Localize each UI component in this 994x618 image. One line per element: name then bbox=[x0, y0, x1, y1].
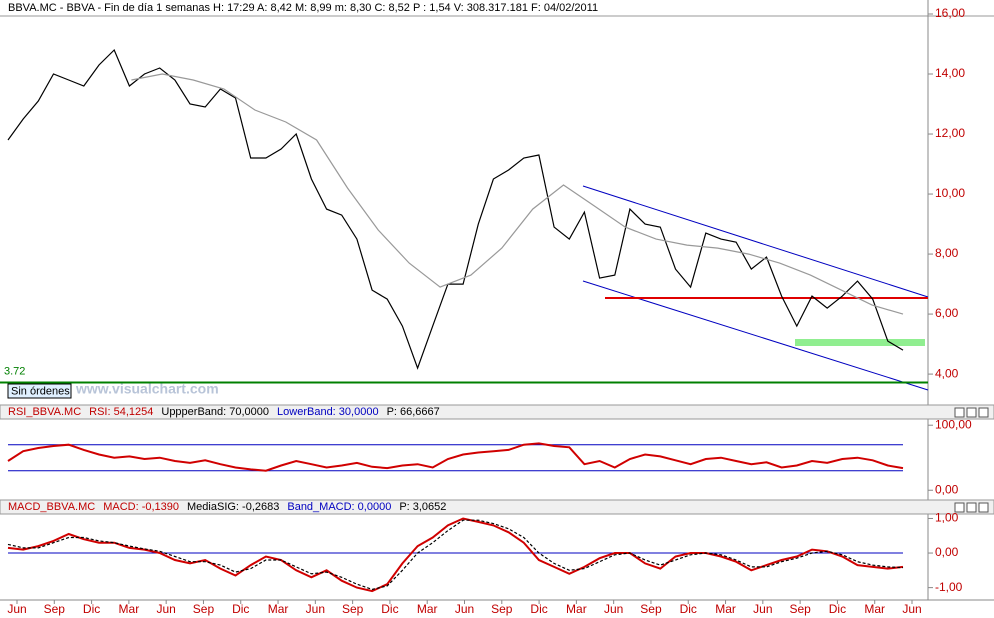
panel-header: RSI_BBVA.MC RSI: 54,1254 UppperBand: 70,00… bbox=[8, 406, 440, 418]
header-item: Band_MACD: 0,0000 bbox=[287, 501, 391, 513]
minimize-button[interactable] bbox=[954, 407, 965, 418]
panel-buttons bbox=[954, 407, 989, 513]
series-line bbox=[7, 442, 904, 472]
x-tick-label: Jun bbox=[604, 602, 623, 616]
x-tick-label: Mar bbox=[715, 602, 736, 616]
header-item: MACD: -0,1390 bbox=[103, 501, 179, 513]
chart-header: BBVA.MC - BBVA - Fin de día 1 semanas H:… bbox=[8, 2, 598, 14]
macd-header-bar bbox=[0, 499, 994, 515]
header-item: P: 3,0652 bbox=[399, 501, 446, 513]
x-tick-label: Dic bbox=[829, 602, 846, 616]
close-button[interactable] bbox=[978, 407, 989, 418]
x-tick-label: Jun bbox=[753, 602, 772, 616]
panel-header: MACD_BBVA.MC MACD: -0,1390 MediaSIG: -0,26… bbox=[8, 501, 446, 513]
minimize-button[interactable] bbox=[954, 502, 965, 513]
y-tick-label: 10,00 bbox=[935, 186, 965, 200]
channel-lower bbox=[582, 280, 929, 391]
y-tick-label: 14,00 bbox=[935, 66, 965, 80]
series-line bbox=[7, 517, 904, 593]
x-tick-label: Mar bbox=[566, 602, 587, 616]
x-tick-label: Jun bbox=[156, 602, 175, 616]
channel-upper bbox=[582, 185, 929, 298]
series-line bbox=[7, 519, 904, 591]
series-line bbox=[7, 48, 904, 370]
support-label: 3.72 bbox=[4, 365, 25, 377]
y-tick-label: -1,00 bbox=[935, 580, 963, 594]
maximize-button[interactable] bbox=[966, 502, 977, 513]
y-tick-label: 16,00 bbox=[935, 6, 965, 20]
x-tick-label: Dic bbox=[680, 602, 697, 616]
orders-button-label[interactable]: Sin órdenes bbox=[11, 385, 70, 397]
x-tick-label: Sep bbox=[491, 602, 513, 616]
header-item: RSI_BBVA.MC bbox=[8, 406, 81, 418]
x-tick-label: Jun bbox=[902, 602, 921, 616]
header-item: UppperBand: 70,0000 bbox=[161, 406, 269, 418]
x-tick-label: Sep bbox=[193, 602, 215, 616]
x-tick-label: Sep bbox=[44, 602, 66, 616]
y-tick-label: 4,00 bbox=[935, 366, 959, 380]
x-tick-label: Jun bbox=[455, 602, 474, 616]
header-item: LowerBand: 30,0000 bbox=[277, 406, 379, 418]
header-item: MACD_BBVA.MC bbox=[8, 501, 95, 513]
x-tick-label: Sep bbox=[640, 602, 662, 616]
rsi-header-bar bbox=[0, 404, 994, 420]
orders-button[interactable] bbox=[7, 383, 72, 399]
header-item: P: 66,6667 bbox=[387, 406, 440, 418]
y-tick-label: 6,00 bbox=[935, 306, 959, 320]
x-tick-label: Dic bbox=[381, 602, 398, 616]
x-tick-label: Mar bbox=[417, 602, 438, 616]
y-tick-label: 0,00 bbox=[935, 545, 959, 559]
header-item: RSI: 54,1254 bbox=[89, 406, 153, 418]
x-tick-label: Sep bbox=[789, 602, 811, 616]
support-zone bbox=[795, 339, 925, 346]
x-tick-label: Dic bbox=[232, 602, 249, 616]
x-tick-label: Mar bbox=[119, 602, 140, 616]
close-button[interactable] bbox=[978, 502, 989, 513]
watermark: www.visualchart.com bbox=[75, 381, 219, 397]
x-tick-label: Mar bbox=[864, 602, 885, 616]
y-tick-label: 1,00 bbox=[935, 511, 959, 525]
x-tick-label: Dic bbox=[530, 602, 547, 616]
x-tick-label: Mar bbox=[268, 602, 289, 616]
y-tick-label: 0,00 bbox=[935, 482, 959, 496]
header-item: MediaSIG: -0,2683 bbox=[187, 501, 279, 513]
y-tick-label: 12,00 bbox=[935, 126, 965, 140]
y-tick-label: 8,00 bbox=[935, 246, 959, 260]
x-tick-label: Jun bbox=[306, 602, 325, 616]
y-tick-label: 100,00 bbox=[935, 417, 972, 431]
x-tick-label: Jun bbox=[7, 602, 26, 616]
x-tick-label: Dic bbox=[83, 602, 100, 616]
series-line bbox=[131, 73, 904, 315]
maximize-button[interactable] bbox=[966, 407, 977, 418]
x-tick-label: Sep bbox=[342, 602, 364, 616]
